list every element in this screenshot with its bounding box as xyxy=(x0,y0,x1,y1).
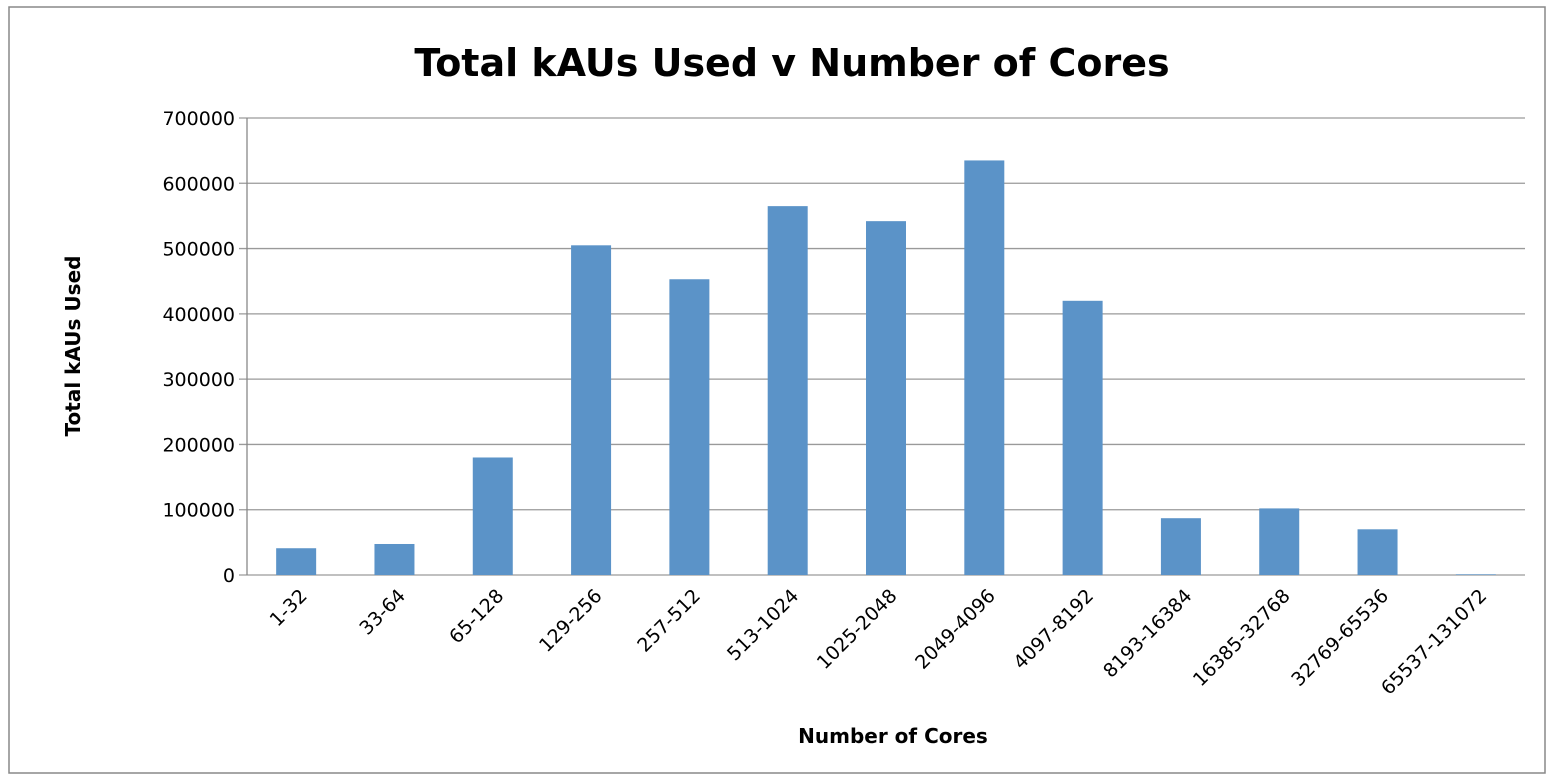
bar xyxy=(571,245,612,576)
y-tick-label: 400000 xyxy=(162,304,235,326)
bar xyxy=(374,543,415,575)
chart-title: Total kAUs Used v Number of Cores xyxy=(414,41,1169,85)
y-axis-label: Total kAUs Used xyxy=(61,256,85,437)
x-axis-label: Number of Cores xyxy=(798,724,988,748)
bar xyxy=(669,279,710,575)
bar xyxy=(1259,508,1300,575)
y-tick-label: 100000 xyxy=(162,500,235,522)
bar xyxy=(1357,529,1398,575)
y-tick-label: 0 xyxy=(223,565,235,587)
bar xyxy=(767,206,808,575)
bar xyxy=(472,457,513,575)
bar xyxy=(866,221,906,575)
y-tick-label: 700000 xyxy=(162,108,235,130)
bar xyxy=(276,548,317,575)
bar xyxy=(1455,574,1496,575)
y-tick-label: 300000 xyxy=(162,369,235,391)
y-tick-label: 200000 xyxy=(162,434,235,456)
y-tick-label: 500000 xyxy=(162,239,235,261)
bar xyxy=(1062,300,1103,575)
bar xyxy=(964,160,1005,575)
y-tick-label: 600000 xyxy=(162,173,235,195)
bar xyxy=(1160,518,1201,575)
